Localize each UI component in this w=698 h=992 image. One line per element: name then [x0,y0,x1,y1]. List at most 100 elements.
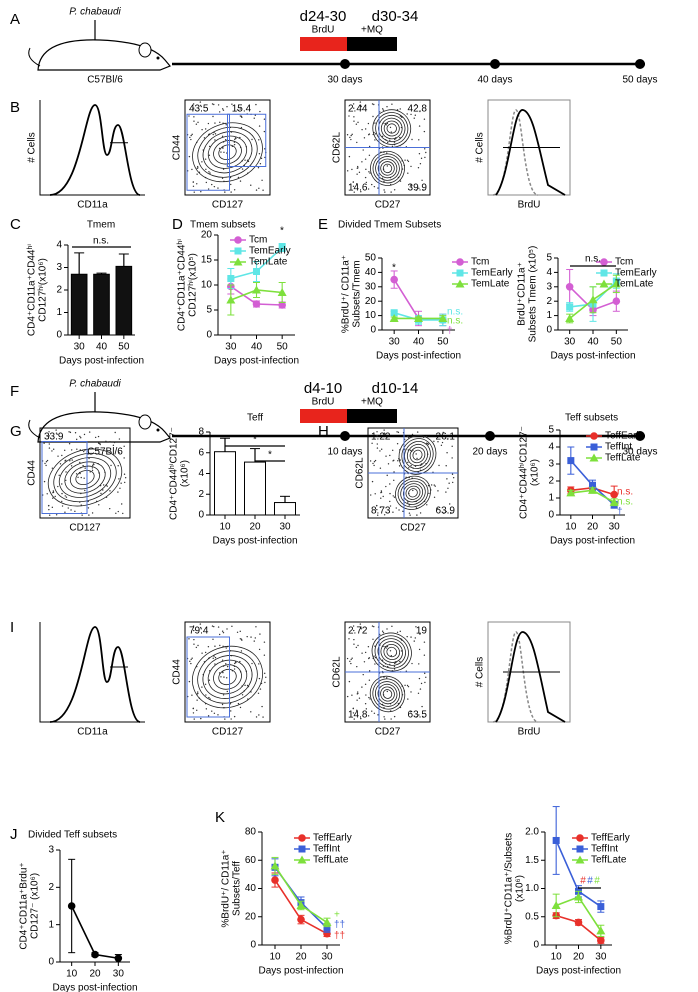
x-axis-label: Days post-infection [536,966,621,977]
event-dot [221,135,224,138]
event-dot [364,158,367,160]
event-dot [81,514,83,516]
x-axis-label: BrdU [518,200,541,211]
event-dot [241,694,244,696]
event-dot [257,166,260,169]
y-tick-label: 2 [56,285,62,296]
brdu-days: d24-30 [300,8,347,25]
event-dot [193,107,195,109]
event-dot [109,441,111,443]
bar [115,265,133,336]
event-dot [364,651,367,654]
event-dot [94,436,97,439]
y-tick-label: 0 [533,940,539,951]
event-dot [233,143,236,146]
contour [202,131,253,174]
x-tick-label: 40 [96,342,108,353]
event-dot [361,686,363,688]
marker [596,926,606,935]
event-dot [353,191,355,193]
event-dot [92,463,95,465]
event-dot [70,465,73,467]
event-dot [217,626,220,628]
event-dot [246,635,248,638]
event-dot [115,512,117,514]
y-tick-label: 0 [198,510,204,521]
timepoint-dot [485,431,495,441]
mq-bar [347,409,397,423]
marker [612,297,621,306]
event-dot [360,628,362,630]
event-dot [263,654,266,656]
event-dot [218,147,221,150]
event-dot [258,153,261,155]
event-dot [124,481,126,484]
marker [455,279,465,288]
event-dot [222,631,225,634]
event-dot [410,464,412,467]
event-dot [214,656,217,659]
event-dot [419,512,422,514]
event-dot [221,630,224,632]
event-dot [196,699,198,701]
event-dot [418,663,420,665]
event-dot [359,623,362,625]
event-dot [348,155,351,158]
event-dot [199,623,202,625]
x-axis-label: Days post-infection [376,351,461,362]
event-dot [258,714,260,716]
event-dot [392,511,394,513]
event-dot [361,161,363,163]
event-dot [239,630,241,633]
event-dot [348,638,350,640]
x-axis-label: Days post-infection [550,536,635,547]
event-dot [372,462,374,465]
event-dot [83,433,86,436]
event-dot [65,459,67,462]
event-dot [233,715,236,718]
event-dot [423,118,426,120]
event-dot [353,120,355,122]
y-tick-label: 2 [198,489,204,500]
x-axis-label: CD127 [212,727,244,738]
y-axis-label: (x10⁶) [180,460,191,487]
event-dot [389,650,392,652]
event-dot [212,657,214,660]
event-dot [204,128,207,130]
contour [58,457,112,498]
event-dot [208,154,211,156]
event-dot [221,703,224,706]
event-dot [234,138,236,141]
y-tick-label: 0 [206,330,212,341]
gate-percent: 2.44 [348,104,368,115]
event-dot [82,464,84,467]
event-dot [250,184,252,186]
brdu-label: BrdU [312,25,335,36]
event-dot [407,160,410,163]
event-dot [54,495,56,498]
event-dot [355,123,358,125]
event-dot [380,448,383,450]
event-dot [88,431,91,433]
event-dot [64,449,66,452]
event-dot [367,715,370,717]
event-dot [410,184,412,186]
y-axis-label: # Cells [475,657,486,688]
event-dot [195,123,198,125]
event-dot [417,692,420,694]
x-axis-label: CD127 [69,523,101,534]
event-dot [70,449,73,451]
event-dot [385,455,387,457]
timepoint-label: 30 days [622,447,657,458]
event-dot [399,459,401,461]
event-dot [393,459,395,462]
y-tick-label: 5 [206,305,212,316]
event-dot [409,449,412,451]
event-dot [61,500,63,503]
event-dot [48,447,51,449]
event-dot [367,188,370,190]
event-dot [233,668,236,670]
event-dot [224,191,226,193]
event-dot [260,157,263,160]
axes [39,100,145,196]
